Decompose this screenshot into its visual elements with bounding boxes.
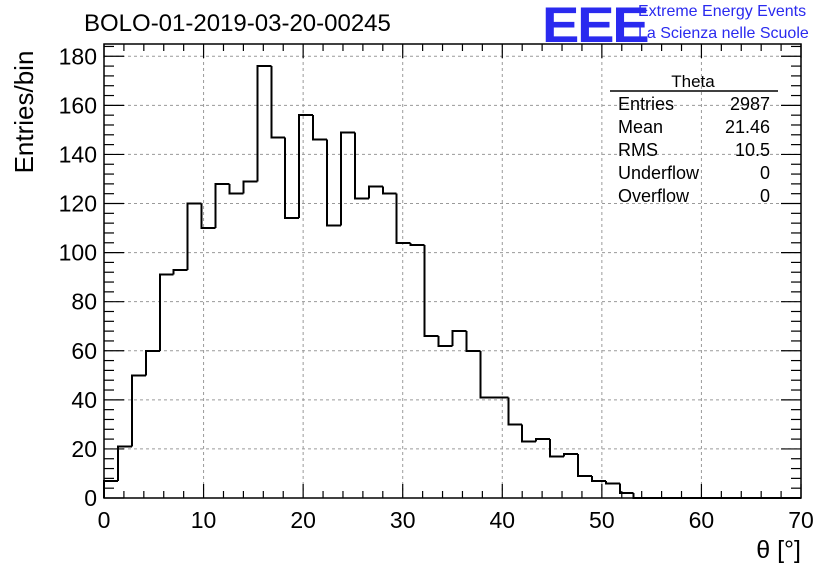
- y-tick-label: 160: [59, 92, 97, 118]
- stats-row-value: 2987: [730, 94, 770, 114]
- histogram-bin: [186, 202, 202, 270]
- y-tick-label: 100: [59, 240, 97, 266]
- histogram-bin: [451, 330, 467, 346]
- histogram-bin: [298, 114, 314, 219]
- histogram-bin: [144, 349, 160, 376]
- histogram-bin: [409, 242, 425, 247]
- histogram-bin: [284, 137, 300, 220]
- y-axis-label: Entries/bin: [9, 51, 39, 174]
- plot-frame: [103, 43, 802, 499]
- histogram-bin: [242, 180, 258, 194]
- x-axis-label: θ [°]: [756, 536, 801, 564]
- histogram-bin: [130, 374, 146, 447]
- histogram-bin: [381, 186, 397, 195]
- x-tick-label: 40: [489, 507, 515, 533]
- histogram-bin: [479, 350, 495, 399]
- histogram-bin: [200, 203, 216, 230]
- y-tick-label: 180: [59, 43, 97, 69]
- x-tick-label: 50: [589, 507, 615, 533]
- x-tick-label: 0: [98, 507, 111, 533]
- histogram-bin: [590, 475, 606, 482]
- stats-row-label: Overflow: [618, 186, 690, 206]
- histogram-bin: [312, 115, 328, 141]
- histogram-bin: [256, 65, 272, 182]
- histogram-bin: [395, 193, 411, 244]
- histogram-bin: [116, 445, 132, 481]
- stats-box-rows: Entries 2987 Mean 21.46 RMS 10.5 Underflow 0 Ove…: [618, 94, 770, 206]
- histogram-bin: [549, 439, 565, 458]
- histogram-bin: [618, 483, 634, 495]
- histogram-bin: [535, 438, 551, 442]
- stats-row-label: Mean: [618, 117, 663, 137]
- histogram-bin: [158, 273, 174, 351]
- histogram-bin: [521, 424, 537, 443]
- stats-box-title: Theta: [671, 72, 715, 91]
- logo-text-line-2: La Scienza nelle Scuole: [638, 25, 809, 42]
- x-tick-label: 60: [689, 507, 715, 533]
- histogram-bin: [228, 183, 244, 195]
- stats-row-value: 0: [760, 163, 770, 183]
- x-tick-label: 10: [191, 507, 217, 533]
- x-tick-label: 30: [390, 507, 416, 533]
- histogram-bin: [326, 139, 341, 227]
- x-tick-label: 70: [788, 507, 814, 533]
- y-tick-label: 0: [84, 485, 97, 511]
- stats-row-label: Underflow: [618, 163, 700, 183]
- stats-row-value: 0: [760, 186, 770, 206]
- histogram-bin: [507, 397, 523, 426]
- histogram-bin: [367, 185, 383, 199]
- eee-logo: EEE: [542, 0, 650, 53]
- stats-row-value: 10.5: [735, 140, 770, 160]
- y-tick-label: 60: [71, 338, 97, 364]
- stats-row-label: Entries: [618, 94, 674, 114]
- y-tick-label: 120: [59, 191, 97, 217]
- y-tick-label: 140: [59, 141, 97, 167]
- x-tick-label: 20: [290, 507, 316, 533]
- histogram-bin: [339, 131, 355, 226]
- y-tick-label: 40: [71, 387, 97, 413]
- y-tick-label: 80: [71, 289, 97, 315]
- tick-labels: 0 10 20 30 40 50 60 70 0 20 40 60 80 100 120 140 160 180: [59, 43, 814, 533]
- histogram-bin: [576, 453, 592, 477]
- histogram-bin: [563, 452, 578, 457]
- axis-ticks: [103, 44, 802, 499]
- grid-lines: [104, 44, 801, 498]
- y-tick-label: 20: [71, 436, 97, 462]
- histogram-bin: [423, 245, 439, 338]
- stats-box: Theta Entries 2987 Mean 21.46 RMS 10.5 Underfl…: [610, 72, 778, 206]
- chart-title: BOLO-01-2019-03-20-00245: [84, 10, 391, 37]
- histogram-bin: [465, 331, 481, 352]
- stats-row-label: RMS: [618, 140, 658, 160]
- histogram-bin: [172, 268, 188, 275]
- histogram-bin: [103, 479, 118, 498]
- logo-text-line-1: Extreme Energy Events: [638, 3, 807, 20]
- stats-row-value: 21.46: [725, 117, 770, 137]
- histogram-bin: [353, 132, 369, 200]
- histogram-bin: [437, 336, 453, 347]
- histogram-bin: [604, 480, 620, 485]
- histogram-bins: [103, 65, 801, 499]
- histogram-bin: [270, 66, 286, 139]
- histogram-bin: [214, 182, 230, 229]
